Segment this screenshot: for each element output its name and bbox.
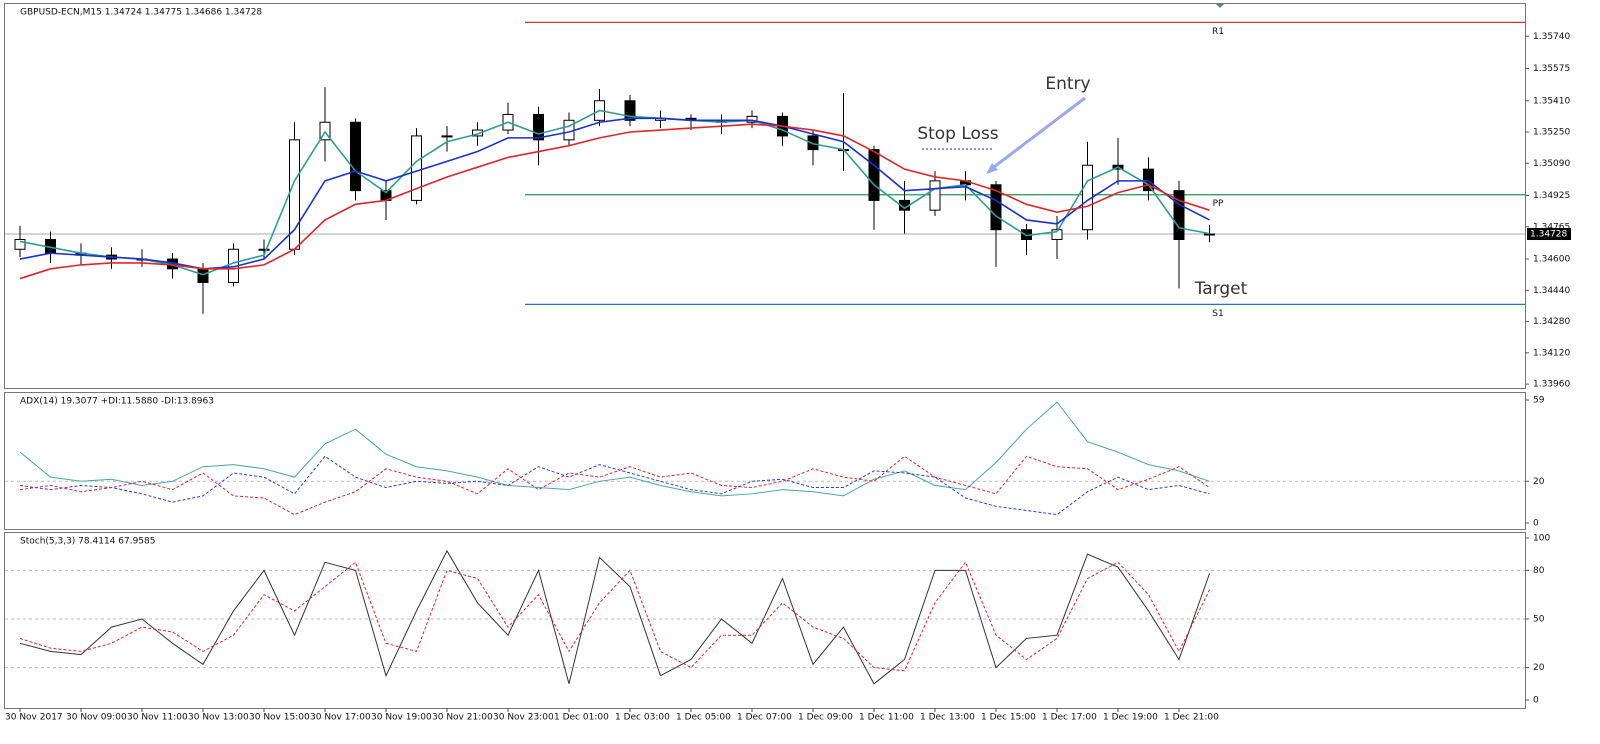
x-tick-label: 30 Nov 23:00 xyxy=(493,713,554,723)
y-tick-label: 0 xyxy=(1533,519,1539,529)
y-tick-label: 1.35090 xyxy=(1533,159,1570,169)
y-tick-label: 59 xyxy=(1533,396,1545,406)
indicator-line xyxy=(19,561,1210,672)
entry-arrow-head xyxy=(986,163,998,174)
candle-body xyxy=(1051,229,1063,240)
panel-title: ADX(14) 19.3077 +DI:11.5880 -DI:13.8963 xyxy=(20,397,214,407)
y-tick-label: 20 xyxy=(1533,663,1545,673)
indicator-line xyxy=(19,401,1210,497)
candle-body xyxy=(807,135,819,151)
x-tick-label: 1 Dec 21:00 xyxy=(1164,713,1219,723)
x-tick-label: 1 Dec 01:00 xyxy=(554,713,609,723)
candle-body xyxy=(533,113,544,141)
y-tick-label: 1.34120 xyxy=(1533,348,1570,358)
y-tick-label: 1.35410 xyxy=(1533,96,1570,106)
candle-body xyxy=(350,121,361,192)
x-tick-label: 30 Nov 09:00 xyxy=(66,713,127,723)
x-tick-label: 1 Dec 09:00 xyxy=(798,713,853,723)
candle-body xyxy=(624,100,636,121)
y-tick-label: 1.35250 xyxy=(1533,128,1570,138)
x-tick-label: 1 Dec 19:00 xyxy=(1103,713,1158,723)
indicator-line xyxy=(19,455,1210,516)
y-tick-label: 1.33960 xyxy=(1533,380,1570,390)
panel-title: Stoch(5,3,3) 78.4114 67.9585 xyxy=(20,537,155,547)
candle-body xyxy=(197,268,209,283)
x-tick-label: 30 Nov 2017 xyxy=(5,713,63,723)
y-tick-label: 1.34280 xyxy=(1533,317,1570,327)
x-tick-label: 1 Dec 07:00 xyxy=(737,713,792,723)
panel-title: GBPUSD-ECN,M15 1.34724 1.34775 1.34686 1… xyxy=(20,8,262,18)
candle-body xyxy=(1173,190,1185,240)
pivot-label: S1 xyxy=(1212,309,1223,319)
x-tick-label: 30 Nov 21:00 xyxy=(432,713,493,723)
x-tick-label: 1 Dec 05:00 xyxy=(676,713,731,723)
x-tick-label: 30 Nov 13:00 xyxy=(188,713,249,723)
y-tick-label: 1.34440 xyxy=(1533,286,1570,296)
y-tick-label: 20 xyxy=(1533,477,1545,487)
x-tick-label: 1 Dec 17:00 xyxy=(1042,713,1097,723)
current-price-box xyxy=(1527,228,1571,241)
y-tick-label: 100 xyxy=(1533,534,1550,544)
indicator-line xyxy=(19,117,1210,270)
current-price-label: 1.34728 xyxy=(1530,230,1567,240)
x-tick-label: 1 Dec 15:00 xyxy=(981,713,1036,723)
pivot-label: PP xyxy=(1213,199,1224,209)
x-tick-label: 30 Nov 11:00 xyxy=(127,713,188,723)
candle-body xyxy=(472,129,483,137)
shift-marker xyxy=(1216,4,1224,8)
candle-body xyxy=(14,238,26,250)
annotation: Stop Loss xyxy=(917,124,998,144)
annotation: Target xyxy=(1194,279,1248,299)
content: GBPUSD-ECN,M15 1.34724 1.34775 1.34686 1… xyxy=(5,8,1571,723)
y-tick-label: 0 xyxy=(1533,696,1539,706)
x-tick-label: 1 Dec 11:00 xyxy=(859,713,914,723)
candle-body xyxy=(411,135,422,201)
candle-body xyxy=(1143,168,1154,192)
candle-body xyxy=(441,135,453,138)
x-tick-label: 30 Nov 17:00 xyxy=(310,713,371,723)
candle-body xyxy=(868,149,880,201)
y-tick-label: 1.35575 xyxy=(1533,64,1570,74)
stoch-panel xyxy=(4,532,1526,709)
x-tick-label: 30 Nov 15:00 xyxy=(249,713,310,723)
candle-body xyxy=(990,184,1002,231)
indicator-line xyxy=(19,549,1210,685)
x-tick-label: 1 Dec 13:00 xyxy=(920,713,975,723)
candle-body xyxy=(258,248,270,251)
entry-arrow xyxy=(989,96,1086,172)
indicator-line xyxy=(19,455,1210,516)
x-tick-label: 1 Dec 03:00 xyxy=(615,713,670,723)
pivot-label: R1 xyxy=(1212,27,1224,37)
y-tick-label: 50 xyxy=(1533,615,1545,625)
annotation: Entry xyxy=(1045,74,1090,94)
adx-panel xyxy=(4,392,1526,530)
y-tick-label: 1.35740 xyxy=(1533,32,1570,42)
y-tick-label: 1.34925 xyxy=(1533,191,1570,201)
y-tick-label: 1.34600 xyxy=(1533,255,1570,265)
candle-body xyxy=(1204,233,1215,236)
x-tick-label: 30 Nov 19:00 xyxy=(371,713,432,723)
candle-body xyxy=(929,180,941,211)
candle-body xyxy=(746,115,758,123)
y-tick-label: 1.34765 xyxy=(1533,222,1570,232)
y-tick-label: 80 xyxy=(1533,566,1545,576)
indicator-line xyxy=(19,123,1210,280)
